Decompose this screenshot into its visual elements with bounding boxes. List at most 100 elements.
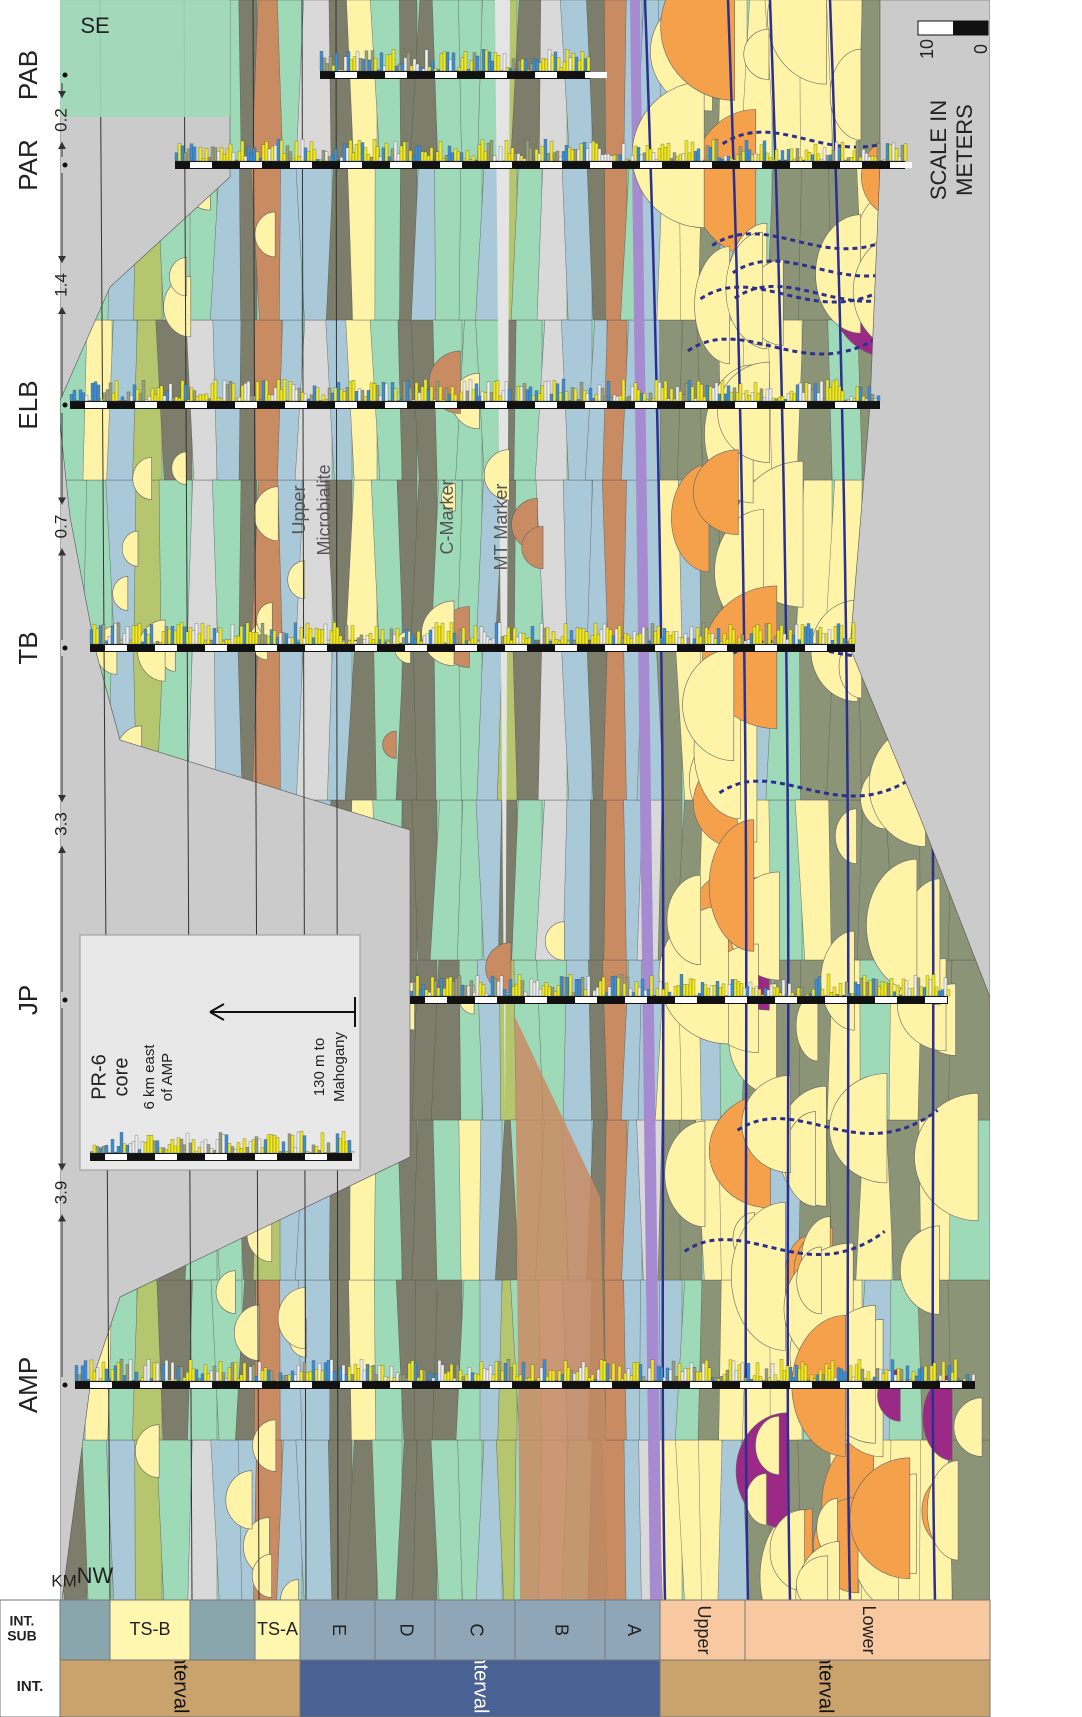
core-bar [213,1366,216,1381]
core-tick [535,72,557,78]
core-bar [834,626,837,644]
core-bar [488,995,491,996]
core-bar [729,1360,732,1381]
core-bar [769,388,772,401]
core-bar [381,1365,384,1381]
core-bar [243,626,246,644]
core-bar [742,394,745,401]
core-bar [423,1370,426,1381]
core-bar [582,629,585,644]
core-bar [503,53,506,71]
core-bar [489,1365,492,1381]
core-bar [424,152,427,161]
core-tick [555,645,577,651]
core-bar [367,390,370,401]
core-bar [741,1363,744,1381]
core-bar [670,389,673,401]
core-bar [501,1371,504,1381]
core-bar [411,1361,414,1381]
core-bar [732,630,735,644]
distance-label: 0.7 [51,515,70,539]
core-bar [688,153,691,161]
core-bar [444,1373,447,1381]
core-bar [225,640,228,644]
annotation: C-Marker [437,479,457,554]
core-bar [304,148,307,161]
core-bar [849,638,852,644]
core-bar [205,394,208,401]
core-bar [853,398,856,401]
core-bar [818,976,821,996]
core-bar [801,624,804,644]
core-bar [396,629,399,644]
core-bar [336,627,339,644]
core-bar [947,990,950,996]
core-bar [642,1377,645,1381]
stratum [187,480,217,640]
core-bar [339,1138,342,1153]
core-bar [420,1370,423,1381]
core-bar [183,627,186,644]
core-bar [667,399,670,401]
core-bar [180,1367,183,1381]
core-bar [274,388,277,401]
core-bar [598,149,601,161]
core-bar [454,148,457,161]
core-bar [888,1371,891,1381]
core-bar [622,144,625,161]
core-tick [575,997,597,1003]
core-bar [472,156,475,161]
core-bar [220,399,223,401]
core-tick [640,1382,662,1388]
core-tick [285,402,307,408]
core-bar [850,397,853,401]
core-bar [495,623,498,644]
core-bar [345,1142,348,1153]
distance-label: 1.4 [51,273,70,297]
core-bar [295,141,298,161]
core-bar [387,641,390,644]
core-bar [99,1379,102,1381]
core-bar [416,976,419,996]
core-bar [876,1368,879,1381]
core-bar [595,394,598,401]
core-bar [580,144,583,161]
core-bar [604,397,607,401]
core-bar [402,638,405,644]
sub-interval-label: E [329,1624,349,1636]
core-bar [831,640,834,644]
core-bar [799,157,802,161]
core-bar [715,139,718,161]
core-bar [178,398,181,401]
core-bar [591,635,594,644]
core-bar [207,626,210,644]
core-bar [316,388,319,401]
core-bar [755,987,758,996]
core-bar [485,50,488,71]
core-bar [457,152,460,161]
core-bar [130,395,133,401]
core-bar [114,1366,117,1381]
core-bar [939,1375,942,1381]
stratum [413,640,437,800]
core-bar [249,1142,252,1153]
core-bar [282,1142,285,1153]
core-tick [390,1382,412,1388]
core-bar [300,1131,303,1153]
core-bar [369,633,372,644]
core-bar [543,1360,546,1381]
core-bar [893,992,896,996]
core-bar [734,979,737,996]
core-bar [783,634,786,644]
core-bar [768,624,771,644]
core-bar [502,391,505,401]
core-bar [519,1375,522,1381]
core-bar [444,643,447,644]
core-bar [898,156,901,161]
core-bar [615,1380,618,1381]
core-bar [120,1132,123,1153]
core-bar [208,157,211,161]
core-bar [462,1377,465,1381]
core-bar [320,51,323,71]
core-bar [777,630,780,644]
